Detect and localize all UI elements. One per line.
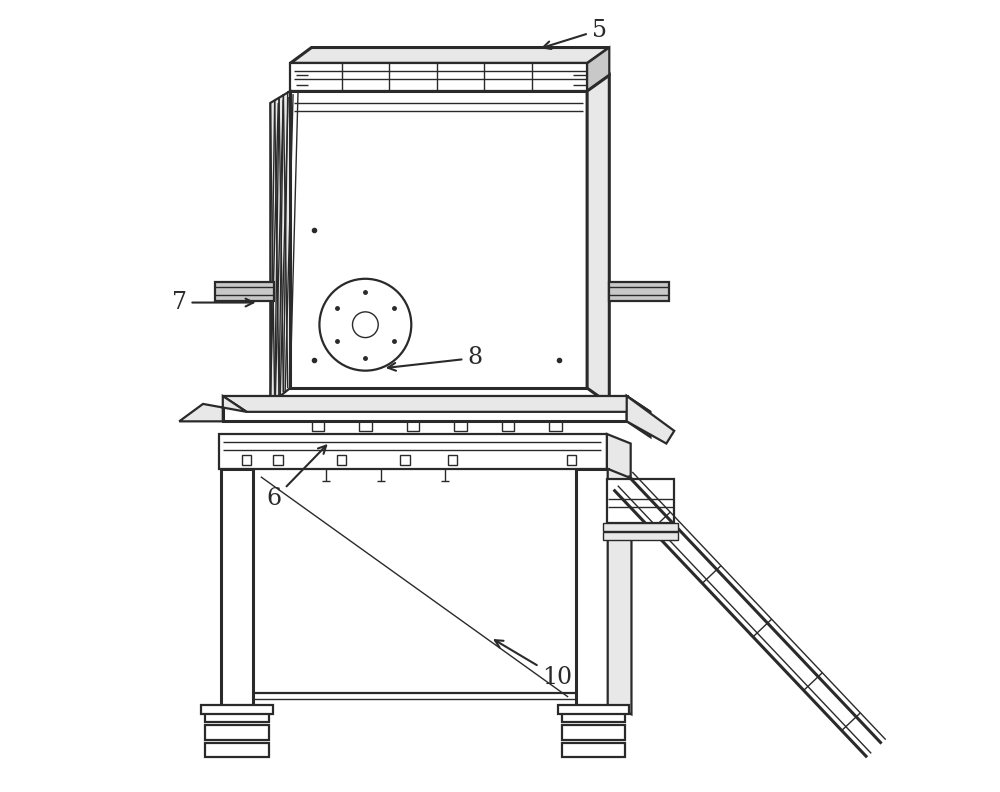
Text: 7: 7: [172, 291, 253, 314]
Bar: [205, 725, 269, 740]
Text: 6: 6: [267, 446, 326, 511]
Polygon shape: [290, 48, 609, 63]
Bar: [549, 421, 562, 431]
Bar: [400, 455, 410, 465]
Bar: [567, 455, 576, 465]
Polygon shape: [290, 91, 587, 388]
Bar: [312, 421, 324, 431]
Bar: [407, 421, 419, 431]
Bar: [609, 282, 669, 301]
Bar: [603, 523, 678, 531]
Bar: [562, 708, 625, 722]
Polygon shape: [290, 63, 587, 91]
Bar: [454, 421, 467, 431]
Bar: [273, 455, 283, 465]
Bar: [242, 455, 251, 465]
Text: 10: 10: [495, 640, 572, 689]
Bar: [221, 469, 253, 705]
Bar: [201, 705, 273, 714]
Polygon shape: [627, 396, 674, 444]
Bar: [576, 469, 608, 705]
Polygon shape: [587, 48, 609, 91]
Polygon shape: [608, 469, 631, 714]
Bar: [558, 705, 629, 714]
Bar: [205, 743, 269, 757]
Polygon shape: [179, 396, 247, 421]
Bar: [219, 434, 607, 469]
Bar: [215, 282, 274, 301]
Bar: [502, 421, 514, 431]
Bar: [359, 421, 372, 431]
Polygon shape: [270, 91, 290, 404]
Polygon shape: [627, 396, 650, 437]
Bar: [603, 532, 678, 540]
Bar: [337, 455, 346, 465]
Text: 5: 5: [543, 18, 606, 49]
Bar: [607, 479, 674, 523]
Polygon shape: [607, 434, 631, 479]
Bar: [562, 743, 625, 757]
Polygon shape: [587, 75, 609, 404]
Polygon shape: [223, 396, 650, 412]
Bar: [448, 455, 457, 465]
Bar: [562, 725, 625, 740]
Polygon shape: [223, 396, 627, 421]
Bar: [205, 708, 269, 722]
Text: 8: 8: [388, 346, 482, 371]
